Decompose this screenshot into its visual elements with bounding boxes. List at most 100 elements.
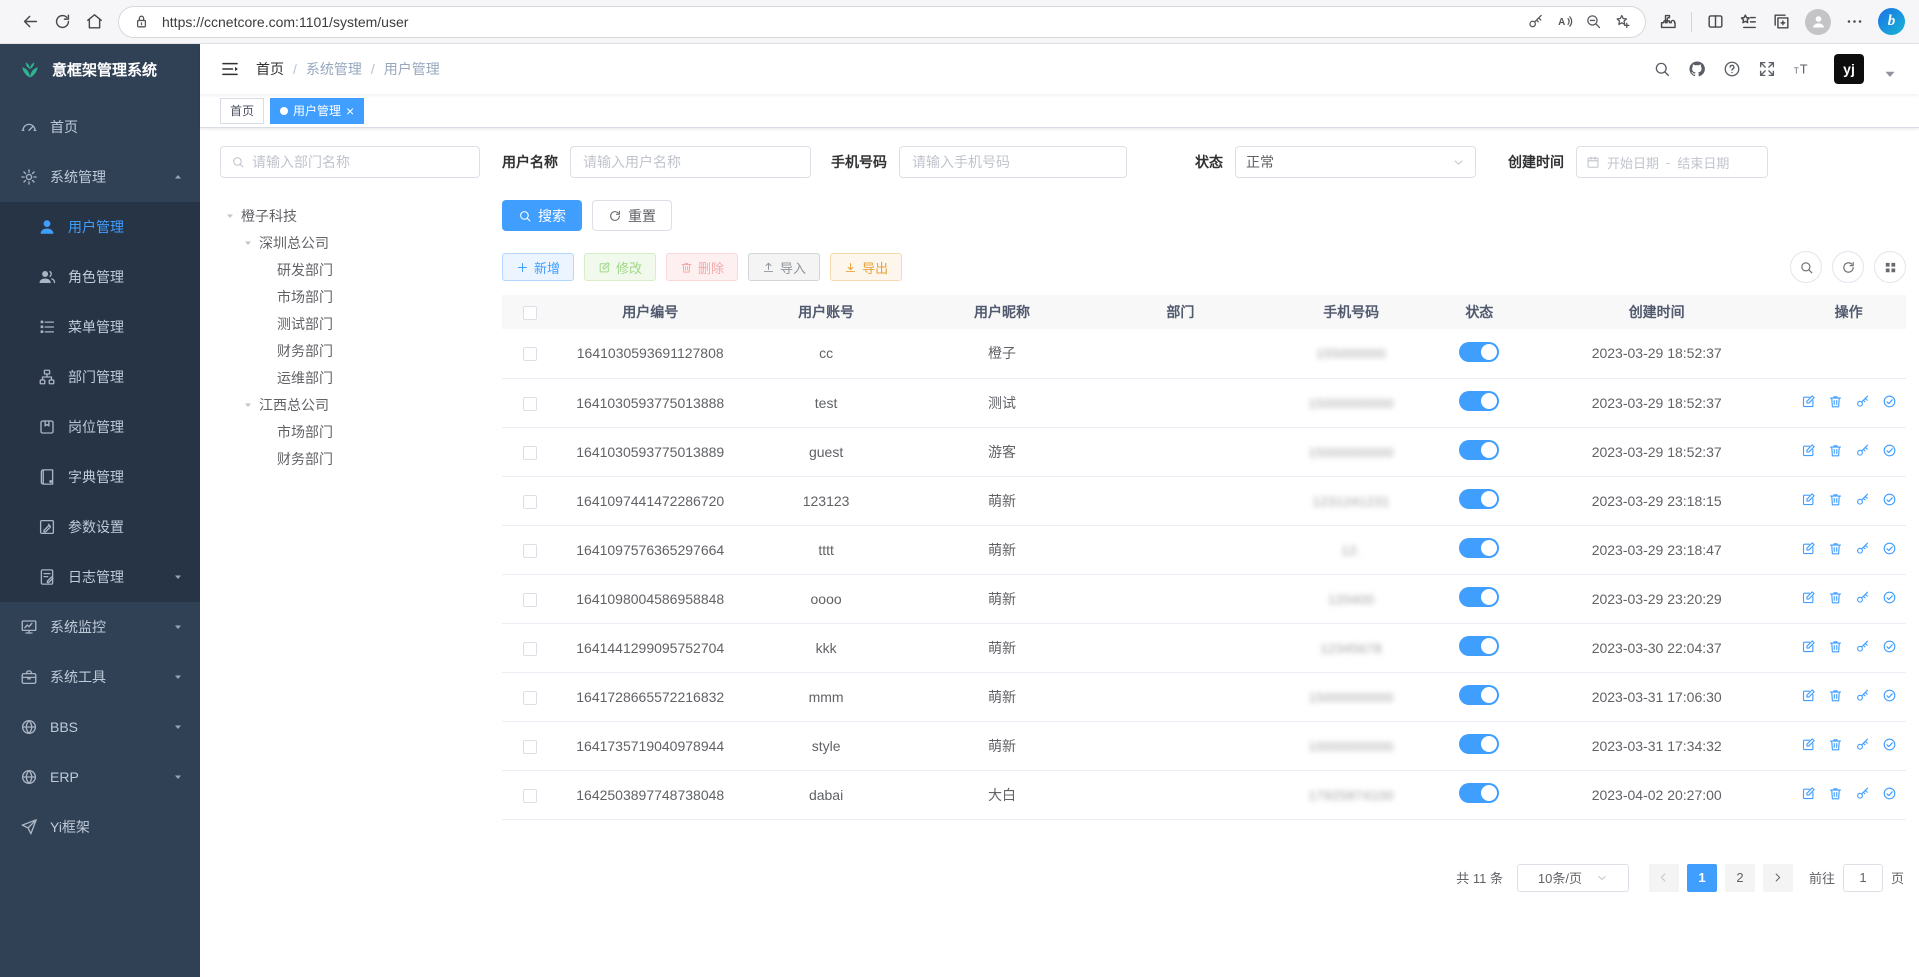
row-reset-password-icon[interactable] xyxy=(1855,737,1870,752)
row-reset-password-icon[interactable] xyxy=(1855,541,1870,556)
prev-page-button[interactable] xyxy=(1648,863,1679,892)
row-assign-role-icon[interactable] xyxy=(1882,737,1897,752)
status-select[interactable]: 正常 xyxy=(1235,146,1476,178)
hide-search-button[interactable] xyxy=(1790,251,1822,283)
row-edit-icon[interactable] xyxy=(1801,492,1816,507)
tree-node[interactable]: 市场部门 xyxy=(220,283,480,310)
sidebar-item-6[interactable]: 岗位管理 xyxy=(0,402,200,452)
read-aloud-icon[interactable] xyxy=(1556,13,1573,30)
row-reset-password-icon[interactable] xyxy=(1855,492,1870,507)
close-icon[interactable]: × xyxy=(346,102,355,119)
next-page-button[interactable] xyxy=(1762,863,1793,892)
refresh-table-button[interactable] xyxy=(1832,251,1864,283)
edit-button[interactable]: 修改 xyxy=(584,253,657,281)
tab-0[interactable]: 首页 xyxy=(220,97,265,124)
row-assign-role-icon[interactable] xyxy=(1882,541,1897,556)
header-search-icon[interactable] xyxy=(1653,60,1671,78)
sidebar-item-11[interactable]: 系统工具 xyxy=(0,652,200,702)
fullscreen-icon[interactable] xyxy=(1758,60,1776,78)
tree-node[interactable]: 测试部门 xyxy=(220,310,480,337)
sidebar-item-9[interactable]: 日志管理 xyxy=(0,552,200,602)
status-toggle[interactable] xyxy=(1459,489,1500,509)
delete-button[interactable]: 删除 xyxy=(666,253,739,281)
sidebar-item-2[interactable]: 用户管理 xyxy=(0,202,200,252)
toggle-columns-button[interactable] xyxy=(1874,251,1906,283)
search-button[interactable]: 搜索 xyxy=(502,200,582,231)
tree-node[interactable]: 财务部门 xyxy=(220,337,480,364)
status-toggle[interactable] xyxy=(1459,440,1500,460)
sidebar-item-13[interactable]: ERP xyxy=(0,752,200,802)
add-button[interactable]: 新增 xyxy=(502,253,575,281)
sidebar-item-0[interactable]: 首页 xyxy=(0,102,200,152)
phone-input[interactable] xyxy=(899,146,1127,178)
favorites-icon[interactable] xyxy=(1739,12,1758,31)
tree-node[interactable]: 市场部门 xyxy=(220,418,480,445)
browser-profile-avatar[interactable] xyxy=(1805,8,1831,35)
page-size-select[interactable]: 10条/页 xyxy=(1516,863,1629,892)
sidebar-item-12[interactable]: BBS xyxy=(0,702,200,752)
address-bar[interactable]: https://ccnetcore.com:1101/system/user xyxy=(118,5,1646,38)
status-toggle[interactable] xyxy=(1459,538,1500,558)
page-jump-input[interactable] xyxy=(1842,863,1883,892)
row-checkbox[interactable] xyxy=(522,592,537,607)
extensions-icon[interactable] xyxy=(1658,12,1677,31)
dept-search-input[interactable] xyxy=(252,154,469,170)
row-delete-icon[interactable] xyxy=(1828,786,1843,801)
font-size-icon[interactable] xyxy=(1793,60,1811,78)
sidebar-item-3[interactable]: 角色管理 xyxy=(0,252,200,302)
sidebar-toggle-icon[interactable] xyxy=(220,59,240,79)
sidebar-item-14[interactable]: Yi框架 xyxy=(0,802,200,852)
password-key-icon[interactable] xyxy=(1527,13,1544,30)
row-assign-role-icon[interactable] xyxy=(1882,639,1897,654)
browser-refresh-button[interactable] xyxy=(46,6,78,38)
sidebar-item-5[interactable]: 部门管理 xyxy=(0,352,200,402)
row-edit-icon[interactable] xyxy=(1801,590,1816,605)
row-checkbox[interactable] xyxy=(522,347,537,362)
row-edit-icon[interactable] xyxy=(1801,394,1816,409)
split-screen-icon[interactable] xyxy=(1706,12,1725,31)
row-assign-role-icon[interactable] xyxy=(1882,786,1897,801)
row-edit-icon[interactable] xyxy=(1801,443,1816,458)
row-delete-icon[interactable] xyxy=(1828,541,1843,556)
browser-home-button[interactable] xyxy=(78,6,110,38)
row-checkbox[interactable] xyxy=(522,788,537,803)
reset-button[interactable]: 重置 xyxy=(592,200,672,231)
help-icon[interactable] xyxy=(1723,60,1741,78)
tab-1[interactable]: 用户管理 × xyxy=(270,97,365,124)
collections-icon[interactable] xyxy=(1772,12,1791,31)
row-assign-role-icon[interactable] xyxy=(1882,590,1897,605)
row-assign-role-icon[interactable] xyxy=(1882,394,1897,409)
tree-node[interactable]: 财务部门 xyxy=(220,445,480,472)
row-assign-role-icon[interactable] xyxy=(1882,688,1897,703)
lock-icon[interactable] xyxy=(133,13,150,30)
row-edit-icon[interactable] xyxy=(1801,688,1816,703)
row-delete-icon[interactable] xyxy=(1828,394,1843,409)
date-range-picker[interactable]: 开始日期 - 结束日期 xyxy=(1576,146,1768,178)
row-reset-password-icon[interactable] xyxy=(1855,590,1870,605)
export-button[interactable]: 导出 xyxy=(830,253,903,281)
sidebar-item-4[interactable]: 菜单管理 xyxy=(0,302,200,352)
github-icon[interactable] xyxy=(1688,60,1706,78)
row-edit-icon[interactable] xyxy=(1801,786,1816,801)
username-input[interactable] xyxy=(570,146,811,178)
tree-node[interactable]: 深圳总公司 xyxy=(220,229,480,256)
caret-down-icon[interactable] xyxy=(242,399,254,411)
row-delete-icon[interactable] xyxy=(1828,443,1843,458)
select-all-checkbox[interactable] xyxy=(522,306,537,321)
sidebar-item-1[interactable]: 系统管理 xyxy=(0,152,200,202)
tree-node[interactable]: 橙子科技 xyxy=(220,202,480,229)
copilot-icon[interactable]: b xyxy=(1878,8,1905,35)
row-reset-password-icon[interactable] xyxy=(1855,786,1870,801)
row-edit-icon[interactable] xyxy=(1801,639,1816,654)
sidebar-item-8[interactable]: 参数设置 xyxy=(0,502,200,552)
row-checkbox[interactable] xyxy=(522,641,537,656)
row-checkbox[interactable] xyxy=(522,690,537,705)
row-checkbox[interactable] xyxy=(522,494,537,509)
status-toggle[interactable] xyxy=(1459,734,1500,754)
row-reset-password-icon[interactable] xyxy=(1855,394,1870,409)
browser-back-button[interactable] xyxy=(14,6,46,38)
page-button-2[interactable]: 2 xyxy=(1724,863,1755,892)
row-checkbox[interactable] xyxy=(522,396,537,411)
sidebar-item-10[interactable]: 系统监控 xyxy=(0,602,200,652)
row-checkbox[interactable] xyxy=(522,739,537,754)
